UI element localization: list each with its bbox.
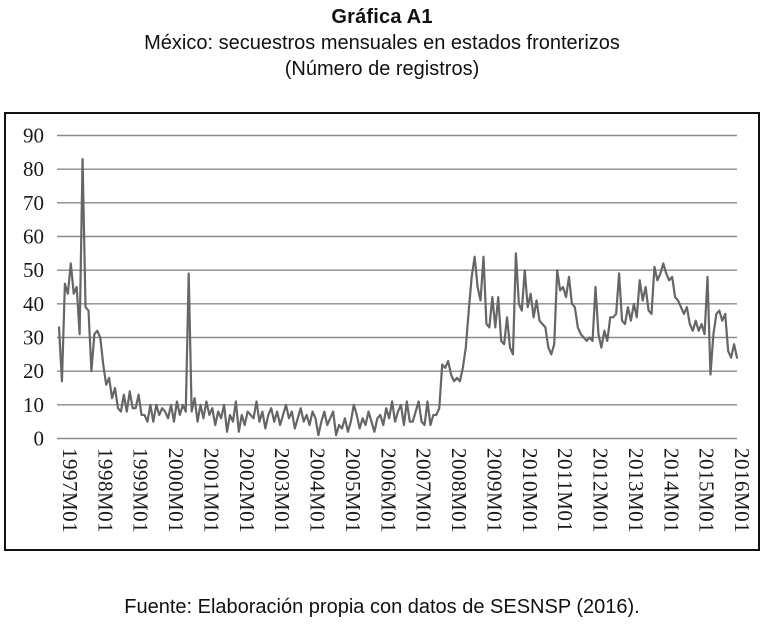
- x-tick-label: 2016M01: [730, 448, 754, 533]
- x-tick-label: 2015M01: [695, 448, 719, 533]
- x-tick-label: 2004M01: [306, 448, 330, 533]
- x-tick-label: 2005M01: [341, 448, 365, 533]
- x-tick-label: 2008M01: [447, 448, 471, 533]
- x-tick-label: 2001M01: [199, 448, 223, 533]
- source-note: Fuente: Elaboración propia con datos de …: [124, 596, 640, 618]
- y-tick-label: 30: [23, 326, 44, 350]
- y-tick-label: 10: [23, 393, 44, 417]
- y-tick-label: 50: [23, 258, 44, 282]
- y-tick-label: 70: [23, 191, 44, 215]
- x-tick-label: 2000M01: [164, 448, 188, 533]
- chart-frame: 0 10 20 30 40 50 60 70 80 90 1997M01 1998M01 1999M01…: [4, 112, 760, 551]
- y-tick-label: 40: [23, 292, 44, 316]
- x-tick-label: 2003M01: [270, 448, 294, 533]
- chart-header: Gráfica A1 México: secuestros mensuales …: [0, 4, 764, 82]
- x-tick-label: 2012M01: [589, 448, 613, 533]
- x-tick-label: 2007M01: [412, 448, 436, 533]
- y-tick-label: 0: [34, 427, 45, 451]
- y-tick-label: 60: [23, 225, 44, 249]
- x-tick-label: 2013M01: [624, 448, 648, 533]
- x-tick-label: 2010M01: [518, 448, 542, 533]
- x-tick-label: 2014M01: [659, 448, 683, 533]
- chart-subtitle: México: secuestros mensuales en estados …: [144, 32, 620, 54]
- series-line: [57, 157, 739, 437]
- line-chart: 0 10 20 30 40 50 60 70 80 90 1997M01 1998M01 1999M01…: [23, 124, 754, 534]
- x-tick-label: 2011M01: [553, 448, 577, 532]
- x-tick-label: 2006M01: [376, 448, 400, 533]
- x-tick-label: 1999M01: [129, 448, 153, 533]
- x-tick-label: 1997M01: [58, 448, 82, 533]
- chart-unit-note: (Número de registros): [284, 58, 480, 80]
- x-tick-label: 2002M01: [235, 448, 259, 533]
- x-tick-label: 1998M01: [93, 448, 117, 533]
- y-tick-label: 90: [23, 124, 44, 148]
- y-tick-label: 20: [23, 359, 44, 383]
- chart-title: Gráfica A1: [331, 6, 433, 28]
- x-tick-label: 2009M01: [482, 448, 506, 533]
- y-tick-label: 80: [23, 157, 44, 181]
